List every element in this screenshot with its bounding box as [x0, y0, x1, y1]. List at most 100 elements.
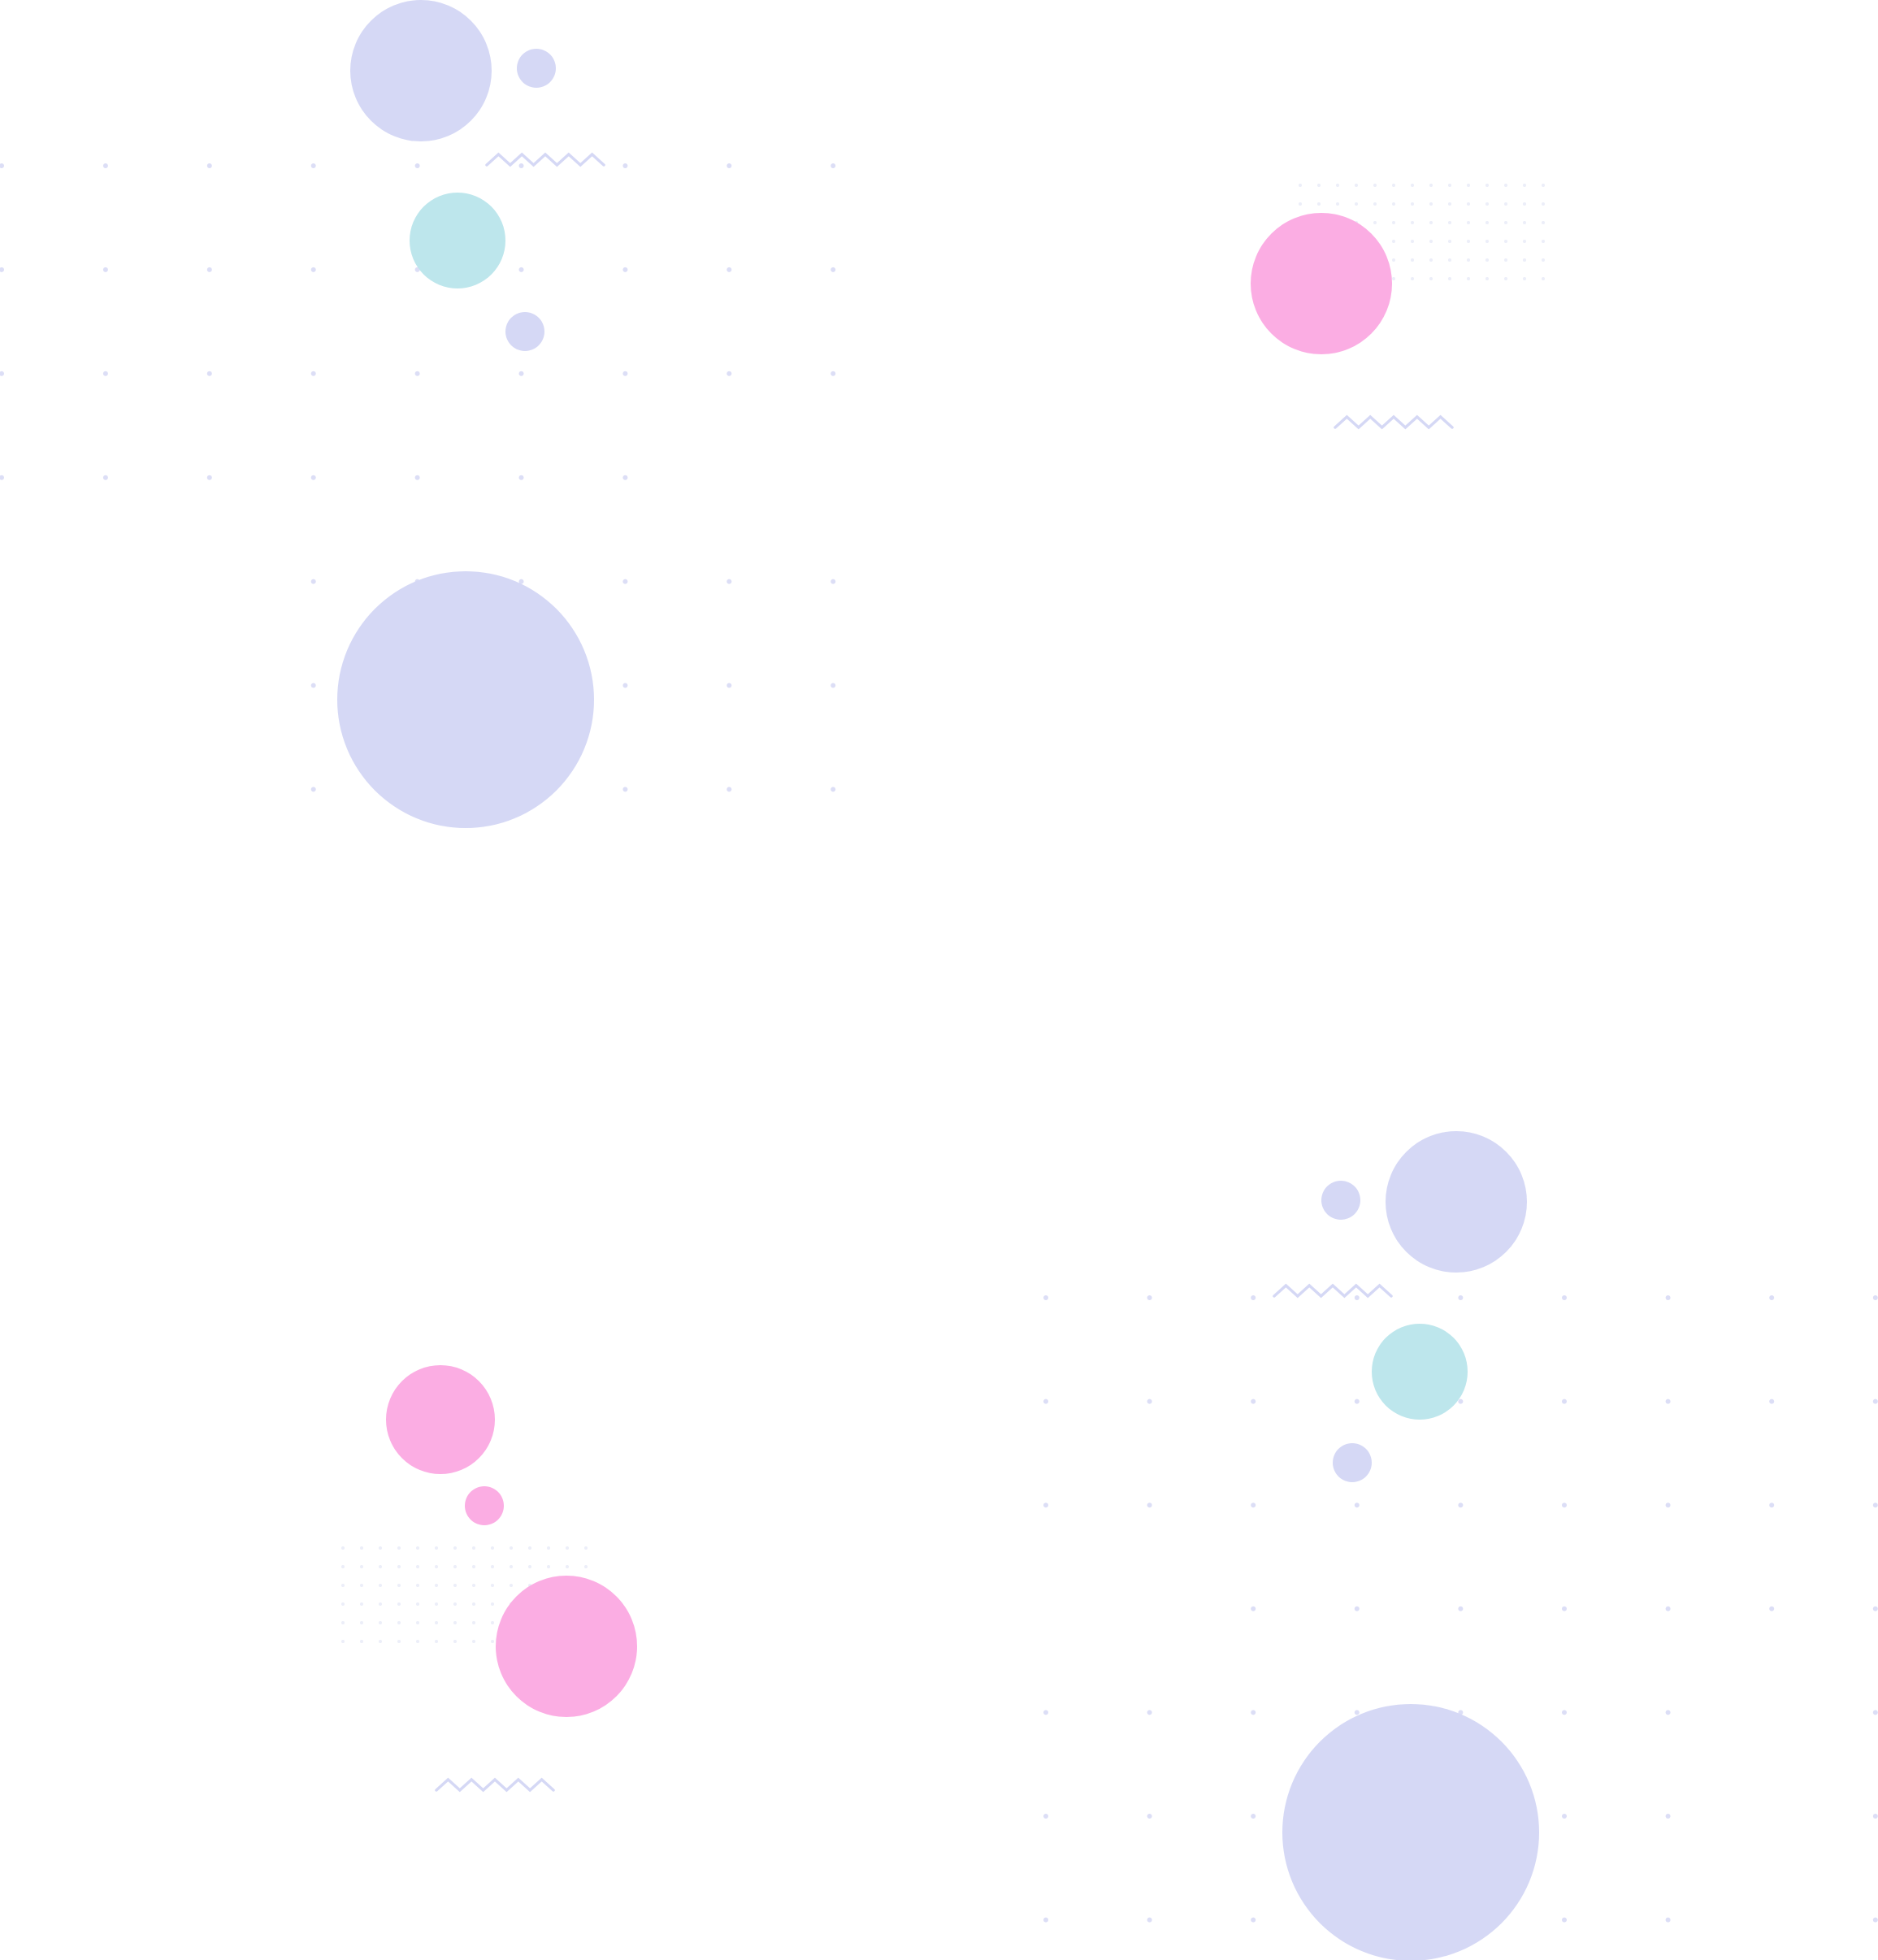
- grid-dot: [310, 475, 316, 480]
- fine-grid-dot: [1523, 258, 1526, 262]
- fine-grid-dot: [1411, 202, 1414, 206]
- grid-dot: [1872, 1814, 1878, 1819]
- grid-dot: [0, 267, 4, 272]
- grid-dot: [1665, 1606, 1671, 1611]
- grid-dot: [1251, 1917, 1256, 1923]
- large-lavender-circle: [350, 0, 492, 141]
- grid-dot: [1562, 1606, 1567, 1611]
- fine-grid-dot: [416, 1584, 419, 1587]
- fine-grid-dot: [397, 1565, 401, 1568]
- grid-dot: [1354, 1606, 1360, 1611]
- fine-grid-dot: [360, 1602, 363, 1606]
- fine-grid-dot: [1504, 221, 1507, 224]
- fine-grid-dot: [528, 1565, 531, 1568]
- fine-grid-dot: [1299, 202, 1302, 206]
- fine-grid-dot: [1392, 258, 1395, 262]
- grid-dot: [1354, 1398, 1360, 1404]
- fine-grid-dot: [1448, 258, 1451, 262]
- grid-dot: [831, 371, 836, 376]
- zigzag-line: [1334, 414, 1454, 430]
- pink-circle: [496, 1576, 637, 1717]
- grid-dot: [622, 475, 628, 480]
- grid-dot: [1043, 1295, 1048, 1300]
- grid-dot: [310, 683, 316, 688]
- grid-dot: [726, 787, 732, 792]
- grid-dot: [1251, 1398, 1256, 1404]
- pink-circle: [386, 1365, 495, 1474]
- grid-dot: [1043, 1398, 1048, 1404]
- fine-grid-dot: [1411, 258, 1414, 262]
- grid-dot: [1872, 1606, 1878, 1611]
- fine-grid-dot: [510, 1546, 513, 1550]
- fine-grid-dot: [1504, 240, 1507, 243]
- grid-dot: [1147, 1295, 1152, 1300]
- fine-grid-dot: [1523, 277, 1526, 280]
- fine-grid-dot: [341, 1640, 345, 1643]
- grid-dot: [831, 787, 836, 792]
- fine-grid-dot: [1411, 240, 1414, 243]
- fine-grid-dot: [1485, 258, 1489, 262]
- grid-dot: [0, 163, 4, 168]
- grid-dot: [1251, 1710, 1256, 1715]
- fine-grid-dot: [584, 1546, 588, 1550]
- grid-dot: [206, 267, 212, 272]
- zigzag-line: [435, 1777, 555, 1793]
- fine-grid-dot: [1504, 277, 1507, 280]
- fine-grid-dot: [379, 1584, 382, 1587]
- fine-grid-dot: [416, 1565, 419, 1568]
- fine-grid-dot: [1485, 277, 1489, 280]
- grid-dot: [102, 267, 108, 272]
- grid-dot: [102, 163, 108, 168]
- fine-grid-dot: [453, 1565, 457, 1568]
- fine-grid-dot: [1336, 184, 1339, 187]
- fine-grid-dot: [453, 1546, 457, 1550]
- fine-grid-dot: [1429, 277, 1433, 280]
- grid-dot: [1872, 1398, 1878, 1404]
- fine-grid-dot: [360, 1584, 363, 1587]
- fine-grid-dot: [1485, 202, 1489, 206]
- grid-dot: [1769, 1295, 1775, 1300]
- grid-dot: [1354, 1503, 1360, 1508]
- grid-dot: [310, 267, 316, 272]
- fine-grid-dot: [584, 1565, 588, 1568]
- grid-dot: [622, 371, 628, 376]
- fine-grid-dot: [1373, 202, 1377, 206]
- fine-grid-dot: [1467, 258, 1470, 262]
- grid-dot: [518, 475, 524, 480]
- fine-grid-dot: [1299, 184, 1302, 187]
- fine-grid-dot: [1542, 258, 1545, 262]
- fine-dot-grid-layer: [341, 184, 1545, 1643]
- fine-grid-dot: [1411, 221, 1414, 224]
- grid-dot: [1251, 1503, 1256, 1508]
- fine-grid-dot: [1542, 240, 1545, 243]
- fine-grid-dot: [1336, 202, 1339, 206]
- fine-grid-dot: [435, 1565, 438, 1568]
- fine-grid-dot: [1523, 221, 1526, 224]
- grid-dot: [1251, 1295, 1256, 1300]
- fine-grid-dot: [416, 1640, 419, 1643]
- grid-dot: [1665, 1398, 1671, 1404]
- fine-grid-dot: [1504, 258, 1507, 262]
- fine-grid-dot: [547, 1565, 550, 1568]
- fine-grid-dot: [416, 1621, 419, 1624]
- grid-dot: [518, 267, 524, 272]
- fine-grid-dot: [341, 1546, 345, 1550]
- zigzag-line: [1273, 1283, 1393, 1299]
- grid-dot: [1458, 1606, 1464, 1611]
- grid-dot: [1665, 1503, 1671, 1508]
- fine-grid-dot: [1448, 277, 1451, 280]
- fine-grid-dot: [416, 1546, 419, 1550]
- grid-dot: [206, 163, 212, 168]
- fine-grid-dot: [397, 1546, 401, 1550]
- fine-grid-dot: [435, 1640, 438, 1643]
- grid-dot: [1354, 1710, 1360, 1715]
- fine-grid-dot: [360, 1546, 363, 1550]
- grid-dot: [1043, 1503, 1048, 1508]
- grid-dot: [0, 371, 4, 376]
- grid-dot: [1562, 1398, 1567, 1404]
- fine-grid-dot: [1523, 240, 1526, 243]
- fine-grid-dot: [1392, 277, 1395, 280]
- grid-dot: [831, 163, 836, 168]
- fine-grid-dot: [510, 1565, 513, 1568]
- fine-grid-dot: [1523, 184, 1526, 187]
